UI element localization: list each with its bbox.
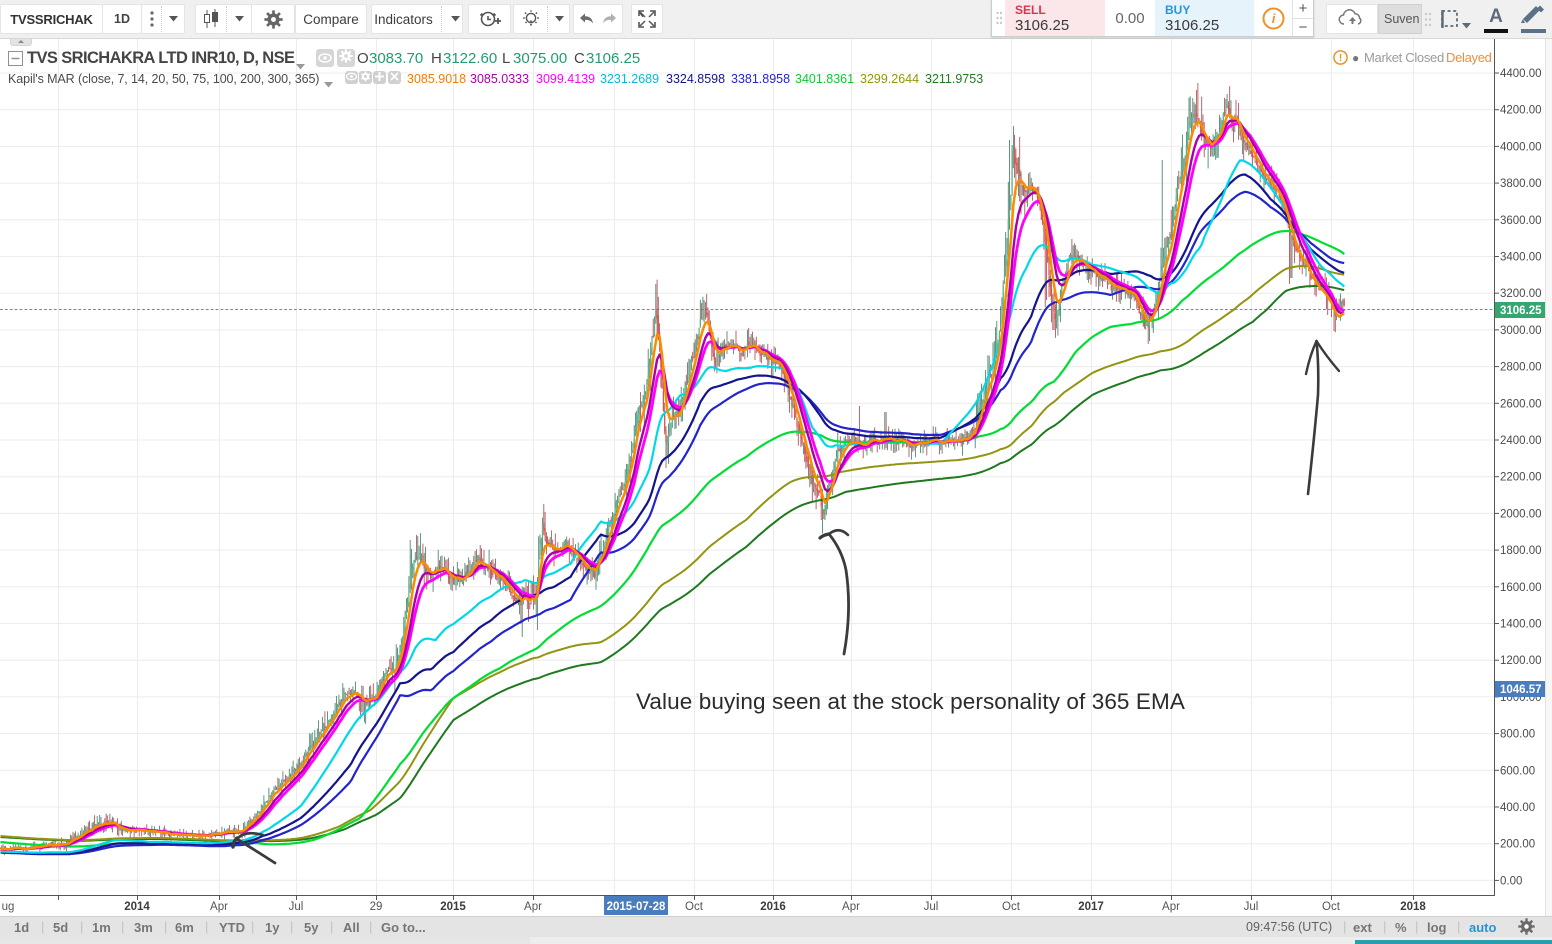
svg-text:3600.00: 3600.00 (1500, 215, 1542, 227)
svg-text:3800.00: 3800.00 (1500, 178, 1542, 190)
svg-text:2600.00: 2600.00 (1500, 398, 1542, 410)
svg-text:1600.00: 1600.00 (1500, 582, 1542, 594)
svg-text:800.00: 800.00 (1500, 729, 1535, 741)
svg-text:2400.00: 2400.00 (1500, 435, 1542, 447)
svg-text:3400.00: 3400.00 (1500, 252, 1542, 264)
svg-text:1400.00: 1400.00 (1500, 619, 1542, 631)
svg-text:29: 29 (370, 901, 383, 913)
svg-text:Oct: Oct (1002, 901, 1021, 913)
svg-text:4400.00: 4400.00 (1500, 68, 1542, 80)
svg-text:2014: 2014 (124, 901, 150, 913)
svg-text:400.00: 400.00 (1500, 802, 1535, 814)
svg-text:1200.00: 1200.00 (1500, 655, 1542, 667)
svg-text:i: i (1271, 11, 1275, 26)
svg-text:Jul: Jul (1244, 901, 1259, 913)
svg-text:2015: 2015 (440, 901, 466, 913)
svg-text:2800.00: 2800.00 (1500, 362, 1542, 374)
svg-text:2016: 2016 (760, 901, 786, 913)
svg-text:0.00: 0.00 (1500, 875, 1522, 887)
svg-text:Oct: Oct (1322, 901, 1341, 913)
svg-text:Jul: Jul (289, 901, 304, 913)
svg-text:!: ! (1339, 53, 1342, 64)
svg-text:Jul: Jul (924, 901, 939, 913)
svg-text:Oct: Oct (685, 901, 704, 913)
svg-text:Apr: Apr (842, 901, 860, 913)
svg-text:Apr: Apr (1162, 901, 1180, 913)
svg-text:3000.00: 3000.00 (1500, 325, 1542, 337)
svg-text:2015-07-28: 2015-07-28 (607, 901, 666, 913)
svg-text:2200.00: 2200.00 (1500, 472, 1542, 484)
svg-text:Apr: Apr (210, 901, 228, 913)
svg-text:2000.00: 2000.00 (1500, 508, 1542, 520)
svg-text:4000.00: 4000.00 (1500, 141, 1542, 153)
svg-text:3200.00: 3200.00 (1500, 288, 1542, 300)
svg-text:3106.25: 3106.25 (1500, 305, 1542, 317)
svg-text:1800.00: 1800.00 (1500, 545, 1542, 557)
svg-text:2018: 2018 (1400, 901, 1426, 913)
svg-text:1046.57: 1046.57 (1500, 684, 1542, 696)
svg-text:600.00: 600.00 (1500, 765, 1535, 777)
svg-text:200.00: 200.00 (1500, 839, 1535, 851)
svg-text:4200.00: 4200.00 (1500, 105, 1542, 117)
svg-text:Apr: Apr (524, 901, 542, 913)
svg-text:ug: ug (2, 901, 15, 913)
svg-text:2017: 2017 (1078, 901, 1104, 913)
